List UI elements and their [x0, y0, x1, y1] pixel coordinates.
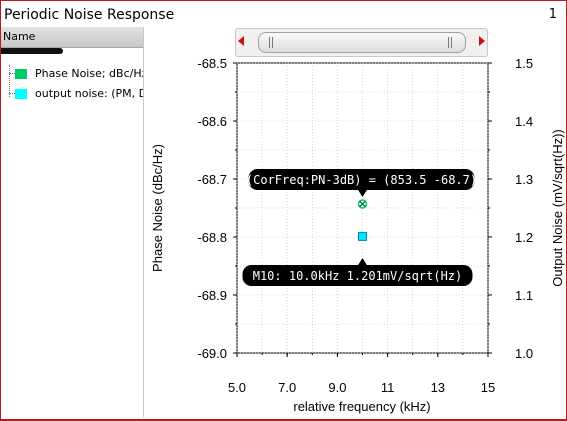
- data-marks: (CorFreq:PN-3dB) = (853.5 -68.7) M10: 10.…: [242, 169, 477, 286]
- annotation-box: [242, 265, 473, 286]
- x-tick-label: 15: [481, 380, 495, 395]
- scroll-left-arrow-icon[interactable]: [238, 36, 244, 46]
- title-bar: Periodic Noise Response 1: [1, 1, 566, 27]
- tree-connector: [9, 65, 10, 97]
- name-column-header[interactable]: Name: [1, 27, 143, 48]
- axis-ticks: 5.0 7.0 9.0 11 13 15 -68.5 -68.6 -68.7 -68.8 -68.9…: [197, 56, 533, 395]
- y-right-tick-label: 1.4: [515, 114, 533, 129]
- horizontal-scrollbar[interactable]: [235, 28, 488, 57]
- x-tick-label: 9.0: [328, 380, 346, 395]
- annotation-box: [248, 169, 475, 190]
- scroll-right-arrow-icon[interactable]: [479, 36, 485, 46]
- annotation-label: M10: 10.0kHz 1.201mV/sqrt(Hz): [253, 269, 463, 283]
- y-left-tick-label: -68.5: [197, 56, 227, 71]
- y-left-tick-label: -68.9: [197, 288, 227, 303]
- y-right-tick-label: 1.3: [515, 172, 533, 187]
- x-tick-label: 13: [431, 380, 445, 395]
- page-number: 1: [548, 7, 557, 22]
- y-left-tick-label: -68.7: [197, 172, 227, 187]
- legend-swatch-output-noise: [15, 89, 27, 99]
- tree-branch: [9, 73, 15, 74]
- y-right-tick-label: 1.1: [515, 288, 533, 303]
- y-axis-right-label: Output Noise (mV/sqrt(Hz)): [550, 129, 565, 286]
- data-point-output-noise: [358, 231, 367, 241]
- scrollbar-thumb[interactable]: [258, 32, 466, 53]
- grip-icon: [272, 37, 273, 48]
- y-right-tick-label: 1.2: [515, 230, 533, 245]
- x-tick-label: 7.0: [278, 380, 296, 395]
- annotation-label: (CorFreq:PN-3dB) = (853.5 -68.7): [246, 173, 477, 187]
- y-left-tick-label: -69.0: [197, 346, 227, 361]
- annotation-pointer: [357, 258, 368, 266]
- data-point-phase-noise-cross: [359, 200, 366, 208]
- tree-branch: [9, 93, 15, 94]
- legend-item-phase-noise[interactable]: Phase Noise; dBc/Hz: [9, 66, 143, 82]
- redacted-label: [1, 48, 63, 54]
- y-axis-left-label: Phase Noise (dBc/Hz): [150, 144, 165, 272]
- y-right-tick-label: 1.0: [515, 346, 533, 361]
- window-title: Periodic Noise Response: [4, 7, 175, 23]
- y-left-tick-label: -68.6: [197, 114, 227, 129]
- legend-swatch-phase-noise: [15, 69, 27, 79]
- x-tick-label: 5.0: [228, 380, 246, 395]
- grip-icon: [269, 37, 270, 48]
- y-right-tick-label: 1.5: [515, 56, 533, 71]
- legend-label-phase-noise: Phase Noise; dBc/Hz: [35, 67, 143, 80]
- x-axis-label: relative frequency (kHz): [293, 399, 430, 414]
- y-left-tick-label: -68.8: [197, 230, 227, 245]
- x-tick-label: 11: [381, 380, 395, 395]
- legend-item-output-noise[interactable]: output noise: (PM, DSB): [9, 86, 143, 102]
- grip-icon: [448, 37, 449, 48]
- grip-icon: [451, 37, 452, 48]
- legend-label-output-noise: output noise: (PM, DSB): [35, 87, 143, 100]
- legend-panel: Name Phase Noise; dBc/Hz output noise: (…: [1, 27, 144, 417]
- annotation-pointer: [357, 189, 368, 197]
- name-column-label: Name: [3, 30, 36, 43]
